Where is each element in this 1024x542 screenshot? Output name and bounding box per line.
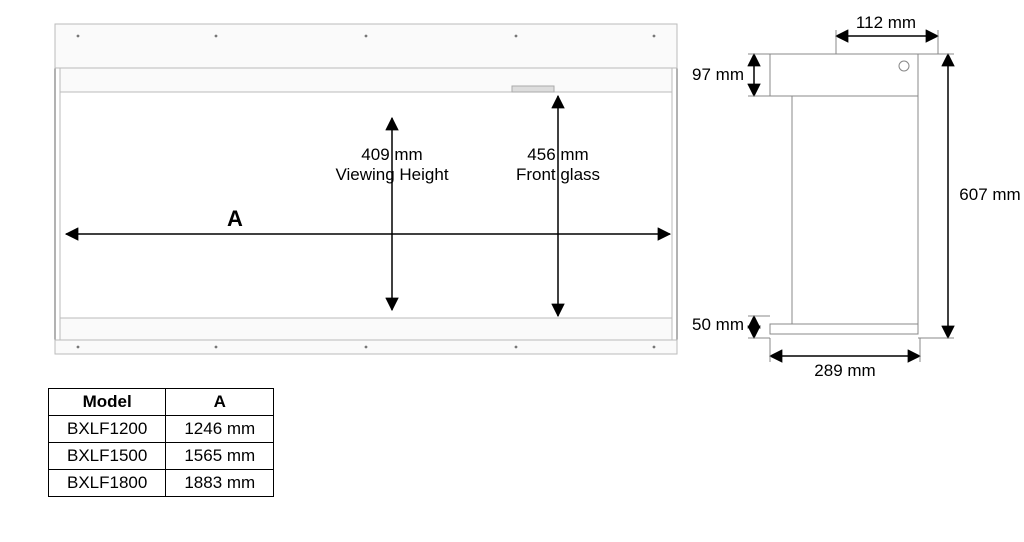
rivet xyxy=(365,346,368,349)
rivet xyxy=(77,346,80,349)
model-table: ModelABXLF12001246 mmBXLF15001565 mmBXLF… xyxy=(48,388,274,497)
rivet xyxy=(653,346,656,349)
table-cell: 1565 mm xyxy=(166,443,274,470)
dim-289: 289 mm xyxy=(770,338,920,380)
table-cell: BXLF1500 xyxy=(49,443,166,470)
dim-50: 50 mm xyxy=(692,315,770,338)
front-indicator xyxy=(512,86,554,92)
dim-viewing-caption: Viewing Height xyxy=(335,165,448,184)
side-elevation xyxy=(770,54,918,334)
table-cell: BXLF1800 xyxy=(49,470,166,497)
front-trim xyxy=(60,68,672,92)
dim-viewing-value: 409 mm xyxy=(361,145,422,164)
dim-glass-caption: Front glass xyxy=(516,165,600,184)
table-row: BXLF12001246 mm xyxy=(49,416,274,443)
rivet xyxy=(77,35,80,38)
table-row: BXLF18001883 mm xyxy=(49,470,274,497)
page-root: A 409 mm Viewing Height 456 mm Front gla… xyxy=(0,0,1024,542)
table-row: BXLF15001565 mm xyxy=(49,443,274,470)
rivet xyxy=(215,346,218,349)
dim-607: 607 mm xyxy=(918,54,1021,338)
rivet xyxy=(215,35,218,38)
dim-112: 112 mm xyxy=(836,13,938,54)
dim-97: 97 mm xyxy=(692,54,770,96)
dim-112-label: 112 mm xyxy=(856,13,916,32)
dim-289-label: 289 mm xyxy=(814,361,875,380)
dim-97-label: 97 mm xyxy=(692,65,744,84)
rivet xyxy=(653,35,656,38)
dim-A-label: A xyxy=(227,206,243,231)
side-vent-icon xyxy=(899,61,909,71)
front-elevation xyxy=(55,24,677,354)
table-header: A xyxy=(166,389,274,416)
rivet xyxy=(515,35,518,38)
dim-50-label: 50 mm xyxy=(692,315,744,334)
front-glass xyxy=(60,92,672,318)
table-cell: 1883 mm xyxy=(166,470,274,497)
dim-607-label: 607 mm xyxy=(959,185,1020,204)
table-cell: BXLF1200 xyxy=(49,416,166,443)
front-top-cap xyxy=(55,24,677,68)
dim-glass-value: 456 mm xyxy=(527,145,588,164)
table-cell: 1246 mm xyxy=(166,416,274,443)
rivet xyxy=(515,346,518,349)
front-bottom-trim xyxy=(60,318,672,340)
table-header: Model xyxy=(49,389,166,416)
rivet xyxy=(365,35,368,38)
